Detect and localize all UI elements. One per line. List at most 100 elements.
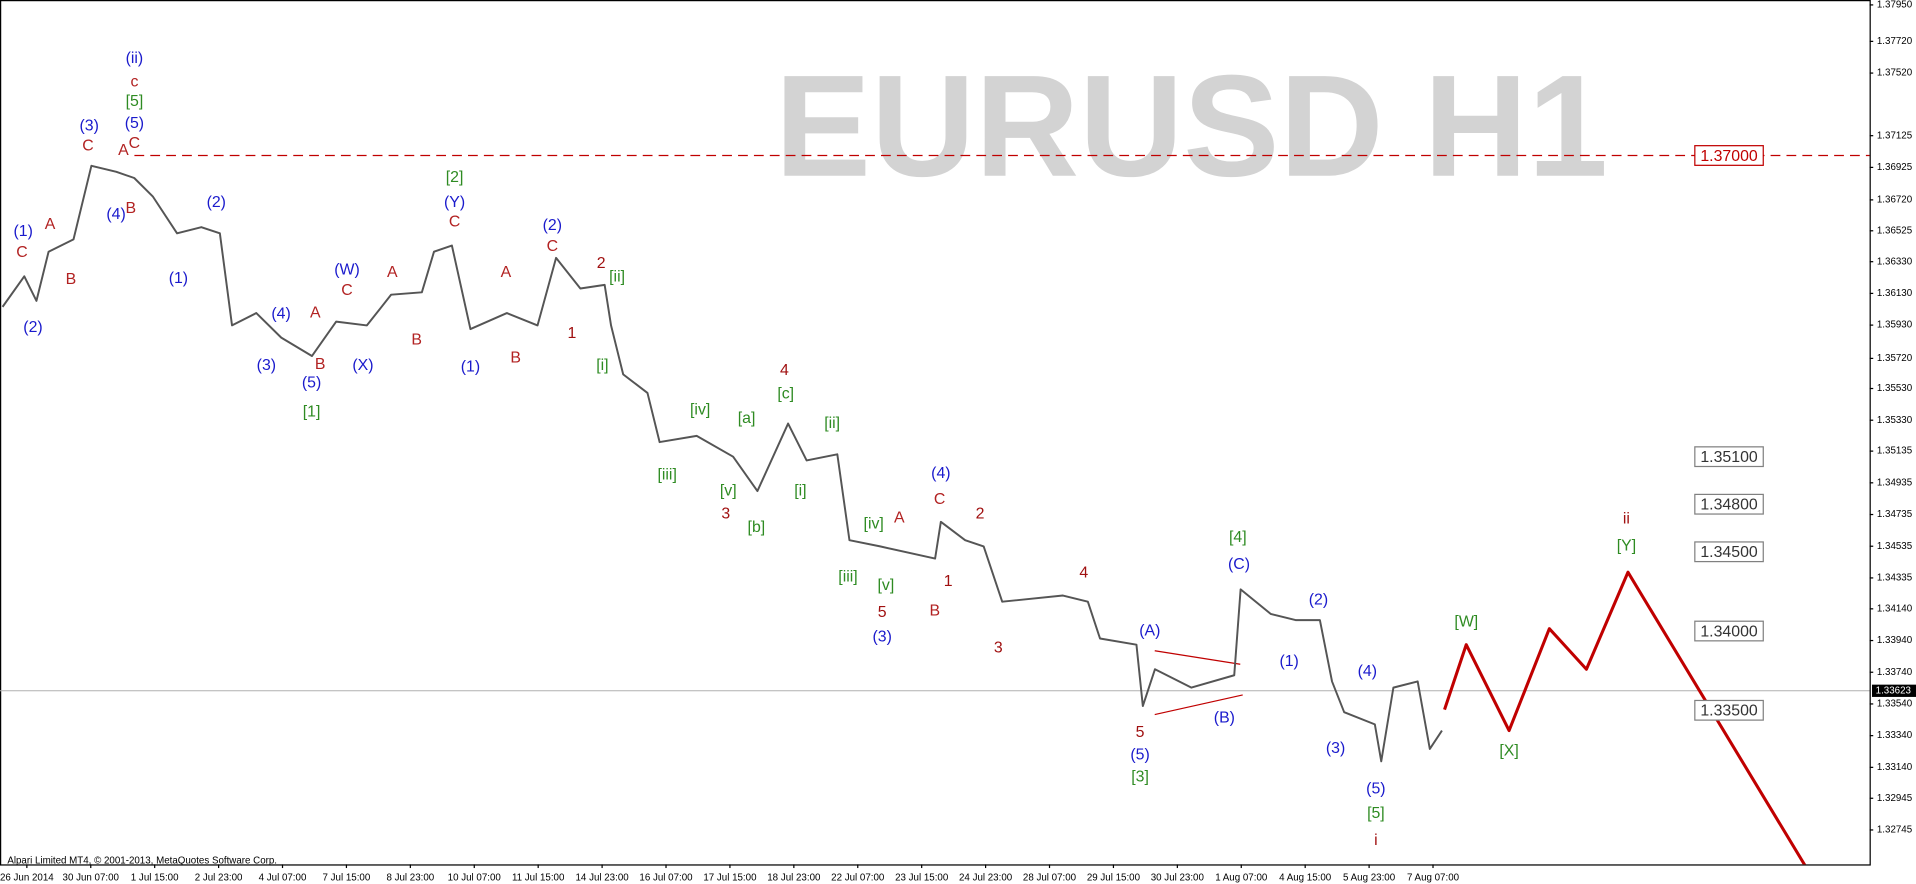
wave-label: [ii] — [824, 415, 840, 432]
x-tick-label: 29 Jul 15:00 — [1087, 872, 1141, 883]
wave-label: (1) — [1279, 653, 1298, 670]
level-label: 1.34000 — [1700, 623, 1758, 640]
wave-label: A — [310, 304, 321, 321]
y-tick-label: 1.34935 — [1877, 477, 1913, 488]
x-tick-label: 26 Jun 2014 — [0, 872, 54, 883]
level-label: 1.34500 — [1700, 544, 1758, 561]
y-tick-label: 1.32745 — [1877, 825, 1913, 836]
level-box — [1694, 145, 1764, 166]
x-tick-label: 23 Jul 15:00 — [895, 872, 949, 883]
wave-label: (3) — [79, 118, 98, 135]
wave-label: B — [411, 331, 422, 348]
wave-label: i — [1374, 832, 1378, 849]
wave-label: C — [129, 135, 140, 152]
y-tick-label: 1.36720 — [1877, 194, 1913, 205]
wave-label: [i] — [794, 482, 806, 499]
level-box — [1694, 541, 1764, 563]
wave-label: 4 — [780, 362, 789, 379]
x-tick-label: 14 Jul 23:00 — [576, 872, 630, 883]
wave-label: (4) — [1358, 663, 1377, 680]
wave-label: [a] — [738, 410, 756, 427]
x-tick-label: 17 Jul 15:00 — [703, 872, 757, 883]
y-tick-label: 1.37125 — [1877, 130, 1913, 141]
wave-label: (B) — [1214, 709, 1235, 726]
x-tick-label: 10 Jul 07:00 — [448, 872, 502, 883]
x-tick-label: 1 Jul 15:00 — [131, 872, 179, 883]
x-tick-label: 22 Jul 07:00 — [831, 872, 885, 883]
plot-area — [0, 154, 1870, 865]
y-tick-label: 1.36525 — [1877, 225, 1913, 236]
wave-label: (W) — [334, 261, 360, 278]
wave-label: (ii) — [126, 50, 144, 67]
y-tick-label: 1.34735 — [1877, 509, 1913, 520]
plot-frame — [0, 0, 1871, 866]
wave-label: C — [547, 238, 558, 255]
wave-label: B — [125, 200, 136, 217]
wave-label: 5 — [878, 604, 887, 621]
y-tick-label: 1.35530 — [1877, 383, 1913, 394]
wave-label: B — [66, 271, 77, 288]
wave-label: C — [82, 137, 93, 154]
wave-label: C — [934, 491, 945, 508]
wave-label: 3 — [994, 639, 1003, 656]
y-tick-label: 1.37950 — [1877, 0, 1913, 11]
wave-label: (4) — [931, 465, 950, 482]
wave-label: (2) — [207, 194, 226, 211]
x-tick-label: 2 Jul 23:00 — [195, 872, 243, 883]
wave-label: (2) — [23, 319, 42, 336]
price-line — [1, 164, 1443, 763]
level-box — [1694, 620, 1764, 642]
y-tick-label: 1.37520 — [1877, 68, 1913, 79]
wave-label: B — [315, 356, 326, 373]
wave-label: 3 — [721, 506, 730, 523]
wave-label: (1) — [461, 358, 480, 375]
x-tick-label: 16 Jul 07:00 — [639, 872, 693, 883]
x-tick-label: 7 Aug 07:00 — [1407, 872, 1460, 883]
x-tick-label: 8 Jul 23:00 — [386, 872, 434, 883]
level-label: 1.33500 — [1700, 703, 1758, 720]
level-label: 1.34800 — [1700, 497, 1758, 514]
wave-label: (C) — [1228, 556, 1250, 573]
wave-label: (3) — [1326, 740, 1345, 757]
wave-label: (4) — [106, 206, 125, 223]
wave-label: [iv] — [864, 515, 884, 532]
wave-label: (X) — [352, 357, 373, 374]
x-tick-label: 30 Jun 07:00 — [63, 872, 120, 883]
wave-label: [b] — [748, 519, 766, 536]
x-tick-label: 4 Aug 15:00 — [1279, 872, 1332, 883]
footer: Alpari Limited MT4, © 2001-2013, MetaQuo… — [7, 855, 277, 866]
wave-label: 1 — [944, 573, 953, 590]
wave-label: [v] — [720, 482, 737, 499]
y-tick-label: 1.36330 — [1877, 256, 1913, 267]
watermark-title: EURUSD H1 — [775, 44, 1608, 206]
y-tick-label: 1.33140 — [1877, 762, 1913, 773]
wave-label: 4 — [1079, 565, 1088, 582]
x-tick-label: 28 Jul 07:00 — [1023, 872, 1077, 883]
wave-label: [iv] — [690, 401, 710, 418]
y-tick-label: 1.35330 — [1877, 415, 1913, 426]
wave-label: [X] — [1499, 743, 1518, 760]
y-tick-label: 1.33940 — [1877, 635, 1913, 646]
y-tick-label: 1.34535 — [1877, 541, 1913, 552]
projection-line — [1443, 570, 1807, 865]
y-tick-label: 1.35930 — [1877, 320, 1913, 331]
wave-label: (3) — [257, 357, 276, 374]
wave-label: (2) — [543, 217, 562, 234]
wave-label: (2) — [1309, 592, 1328, 609]
wave-label: (5) — [1130, 746, 1149, 763]
wave-label: [iii] — [838, 568, 857, 585]
y-tick-label: 1.33340 — [1877, 730, 1913, 741]
wave-label: [3] — [1131, 768, 1149, 785]
wave-label: [c] — [777, 385, 794, 402]
level-label: 1.37000 — [1700, 148, 1758, 165]
wave-label: [2] — [446, 169, 464, 186]
wave-label: 2 — [597, 255, 606, 272]
x-tick-label: 18 Jul 23:00 — [767, 872, 821, 883]
x-tick-label: 30 Jul 23:00 — [1151, 872, 1205, 883]
wave-label: (5) — [125, 115, 144, 132]
wave-label: A — [118, 142, 129, 159]
wave-label: C — [449, 213, 460, 230]
wave-label: [Y] — [1617, 538, 1636, 555]
wave-label: (3) — [873, 628, 892, 645]
